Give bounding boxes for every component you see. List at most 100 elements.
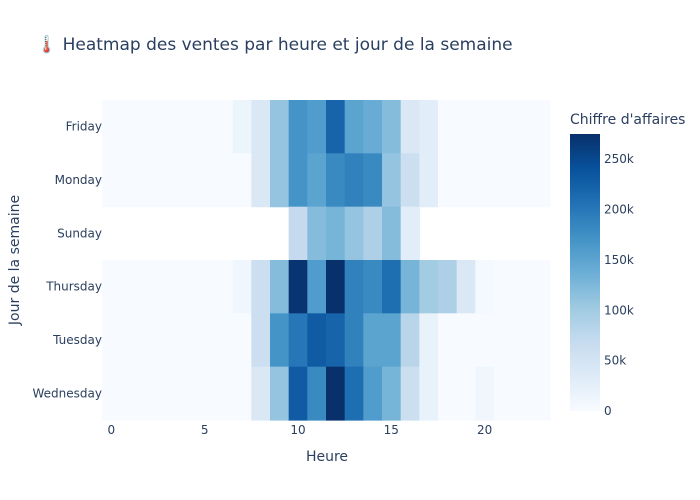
heatmap-cell: [288, 260, 308, 314]
heatmap-cell: [270, 366, 290, 421]
heatmap-cell: [382, 153, 402, 208]
heatmap-cell: [344, 153, 364, 208]
heatmap-cell: [512, 260, 532, 314]
heatmap-cell: [251, 153, 271, 208]
heatmap-cell: [400, 153, 420, 208]
heatmap-cell: [214, 260, 234, 314]
heatmap-cell: [419, 313, 439, 368]
x-axis-ticks: 0 5 10 15 20: [107, 423, 492, 437]
heatmap-cell: [531, 260, 551, 314]
heatmap-cell: [214, 313, 234, 368]
heatmap-cell: [195, 313, 215, 368]
heatmap-cells: [102, 100, 551, 421]
heatmap-cell: [158, 153, 178, 208]
heatmap-cell: [232, 366, 252, 421]
heatmap-cell: [382, 313, 402, 368]
heatmap-cell: [120, 153, 140, 208]
heatmap-cell: [475, 260, 495, 314]
heatmap-cell: [102, 313, 122, 368]
heatmap-cell: [326, 366, 346, 421]
heatmap-cell: [531, 366, 551, 421]
heatmap-cell: [158, 100, 178, 154]
heatmap-cell: [176, 313, 196, 368]
heatmap-cell: [363, 313, 383, 368]
heatmap-cell: [344, 206, 364, 261]
heatmap-cell: [288, 206, 308, 261]
heatmap-cell: [494, 153, 514, 208]
heatmap-cell: [494, 260, 514, 314]
heatmap-cell: [344, 313, 364, 368]
heatmap-cell: [102, 153, 122, 208]
y-tick-label: Friday: [66, 120, 102, 134]
heatmap-cell: [139, 366, 159, 421]
x-tick-label: 10: [290, 423, 305, 437]
heatmap-cell: [400, 206, 420, 261]
heatmap-cell: [363, 100, 383, 154]
heatmap-cell: [139, 153, 159, 208]
heatmap-cell: [512, 366, 532, 421]
heatmap-cell: [363, 366, 383, 421]
heatmap-cell: [214, 366, 234, 421]
heatmap-cell: [438, 100, 458, 154]
x-tick-label: 0: [107, 423, 115, 437]
heatmap-cell: [531, 100, 551, 154]
heatmap-cell: [176, 153, 196, 208]
heatmap-cell: [307, 313, 327, 368]
heatmap-cell: [363, 153, 383, 208]
heatmap-cell: [102, 366, 122, 421]
chart-title: 🌡️ Heatmap des ventes par heure et jour …: [36, 34, 513, 55]
y-axis-label: Jour de la semaine: [7, 195, 23, 326]
heatmap-cell: [531, 153, 551, 208]
heatmap-cell: [251, 100, 271, 154]
heatmap-cell: [438, 313, 458, 368]
heatmap-cell: [400, 100, 420, 154]
y-tick-label: Monday: [55, 173, 102, 187]
heatmap-cell: [326, 260, 346, 314]
heatmap-cell: [270, 153, 290, 208]
heatmap-cell: [307, 366, 327, 421]
heatmap-cell: [307, 260, 327, 314]
heatmap-cell: [475, 366, 495, 421]
heatmap-cell: [326, 206, 346, 261]
heatmap-cell: [363, 206, 383, 261]
heatmap-cell: [382, 260, 402, 314]
heatmap-cell: [307, 153, 327, 208]
heatmap-cell: [344, 366, 364, 421]
heatmap-cell: [120, 260, 140, 314]
heatmap-cell: [494, 100, 514, 154]
heatmap-cell: [176, 100, 196, 154]
heatmap-cell: [438, 260, 458, 314]
heatmap-cell: [139, 260, 159, 314]
heatmap-cell: [251, 260, 271, 314]
heatmap-cell: [344, 260, 364, 314]
heatmap-cell: [438, 366, 458, 421]
heatmap-cell: [531, 313, 551, 368]
heatmap-cell: [232, 100, 252, 154]
heatmap-cell: [456, 366, 476, 421]
heatmap-cell: [475, 100, 495, 154]
heatmap-cell: [120, 366, 140, 421]
heatmap-cell: [288, 313, 308, 368]
heatmap-cell: [456, 100, 476, 154]
heatmap-cell: [438, 153, 458, 208]
heatmap-cell: [494, 366, 514, 421]
heatmap-cell: [195, 100, 215, 154]
heatmap-cell: [232, 260, 252, 314]
heatmap-cell: [475, 153, 495, 208]
heatmap-cell: [158, 313, 178, 368]
heatmap-cell: [251, 313, 271, 368]
heatmap-cell: [456, 313, 476, 368]
x-tick-label: 20: [477, 423, 492, 437]
heatmap-cell: [456, 260, 476, 314]
colorbar-title: Chiffre d'affaires: [570, 112, 685, 128]
heatmap-cell: [139, 100, 159, 154]
x-axis-label: Heure: [306, 449, 348, 465]
heatmap-cell: [307, 206, 327, 261]
heatmap-cell: [494, 313, 514, 368]
heatmap-cell: [382, 100, 402, 154]
heatmap-cell: [120, 313, 140, 368]
heatmap-cell: [475, 313, 495, 368]
heatmap-cell: [195, 260, 215, 314]
heatmap-cell: [307, 100, 327, 154]
